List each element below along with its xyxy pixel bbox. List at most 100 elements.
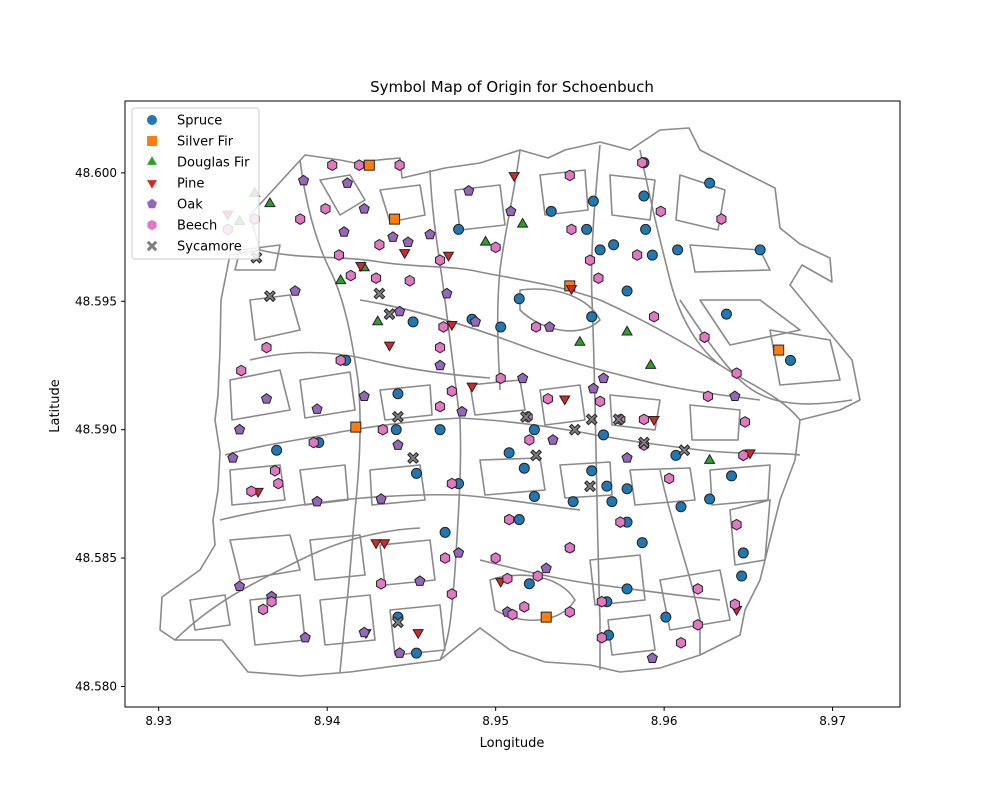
parcel xyxy=(609,174,656,221)
data-point-beech xyxy=(446,477,457,490)
data-point-silver-fir xyxy=(363,159,375,171)
data-point-oak xyxy=(338,226,350,237)
data-point-oak xyxy=(540,562,552,574)
data-point-oak xyxy=(402,236,414,247)
parcel xyxy=(689,404,741,441)
district-boundaries xyxy=(159,127,861,677)
data-point-beech xyxy=(308,436,319,449)
data-point-oak xyxy=(434,359,446,371)
legend-marker-oak xyxy=(147,198,157,209)
data-point-beech xyxy=(638,413,649,426)
boundary-outer xyxy=(159,127,861,677)
data-point-sycamore xyxy=(373,287,386,300)
data-point-spruce xyxy=(528,424,540,436)
data-point-spruce xyxy=(621,483,633,495)
data-point-oak xyxy=(587,382,599,394)
data-point-oak xyxy=(392,439,404,450)
y-tick-label: 48.600 xyxy=(75,166,117,180)
data-point-beech xyxy=(648,310,660,323)
data-point-beech xyxy=(273,477,284,490)
data-point-pine xyxy=(558,395,571,406)
parcel xyxy=(234,244,281,271)
data-point-spruce xyxy=(636,537,648,549)
data-point-sycamore xyxy=(584,480,596,493)
data-point-spruce xyxy=(453,223,465,235)
data-point-beech xyxy=(738,449,749,462)
legend-label-beech: Beech xyxy=(177,219,217,234)
data-point-beech xyxy=(564,169,575,182)
data-point-pine xyxy=(412,629,424,640)
x-tick-label: 8.94 xyxy=(314,714,341,728)
data-point-silver-fir xyxy=(350,421,362,433)
data-point-beech xyxy=(542,393,553,405)
data-point-beech xyxy=(435,400,446,413)
data-point-spruce xyxy=(621,583,633,595)
data-point-beech xyxy=(593,272,604,285)
data-point-oak xyxy=(375,493,387,504)
data-point-spruce xyxy=(720,308,732,320)
legend-marker-sycamore xyxy=(146,240,158,252)
parcel xyxy=(539,384,586,426)
x-axis-label: Longitude xyxy=(480,736,545,751)
data-point-douglas-fir xyxy=(334,274,347,285)
data-point-beech xyxy=(564,606,575,618)
data-point-pine xyxy=(442,251,455,262)
data-point-pine xyxy=(446,321,458,332)
data-point-spruce xyxy=(545,205,557,217)
data-point-sycamore xyxy=(263,290,276,303)
x-tick-label: 8.96 xyxy=(651,714,678,728)
parcel xyxy=(699,299,801,346)
data-point-sycamore xyxy=(391,616,404,629)
data-point-beech xyxy=(394,159,405,172)
parcel xyxy=(607,614,656,656)
data-point-sycamore xyxy=(391,410,404,423)
legend-label-pine: Pine xyxy=(177,177,204,192)
data-point-spruce xyxy=(586,465,598,477)
road xyxy=(174,527,421,641)
legend-label-silver-fir: Silver Fir xyxy=(177,135,234,150)
data-point-beech xyxy=(675,636,687,649)
road xyxy=(359,299,761,401)
data-point-beech xyxy=(519,601,530,613)
data-point-beech xyxy=(584,254,596,267)
data-point-oak xyxy=(463,185,475,196)
data-point-beech xyxy=(564,541,575,554)
data-point-beech xyxy=(664,472,675,485)
data-point-pine xyxy=(466,382,478,393)
data-point-beech xyxy=(716,213,727,225)
data-point-beech xyxy=(490,241,501,254)
data-point-pine xyxy=(565,285,578,296)
parcel xyxy=(559,461,613,499)
data-point-beech xyxy=(246,485,257,498)
road xyxy=(249,351,491,379)
data-point-oak xyxy=(387,231,399,242)
data-point-pine xyxy=(378,539,391,550)
data-point-sycamore xyxy=(678,444,691,457)
data-point-oak xyxy=(299,631,311,643)
data-point-oak xyxy=(394,305,406,317)
data-point-spruce xyxy=(737,547,749,559)
data-point-beech xyxy=(566,223,577,236)
data-point-oak xyxy=(233,423,246,435)
data-point-beech xyxy=(702,390,713,403)
parcel xyxy=(249,294,301,341)
data-point-oak xyxy=(358,202,370,214)
data-point-oak xyxy=(646,652,658,663)
parcel xyxy=(229,369,291,421)
data-point-oak xyxy=(543,321,556,332)
data-point-oak xyxy=(298,174,310,186)
data-point-beech xyxy=(731,518,742,531)
data-point-beech xyxy=(266,595,277,608)
data-point-beech xyxy=(504,513,515,526)
data-point-sycamore xyxy=(585,413,598,426)
data-point-beech xyxy=(532,570,543,582)
data-point-oak xyxy=(517,372,529,384)
data-point-oak xyxy=(289,285,301,296)
data-point-spruce xyxy=(606,496,618,508)
data-point-oak xyxy=(547,434,559,445)
chart-title: Symbol Map of Origin for Schoenbuch xyxy=(370,78,654,96)
data-point-beech xyxy=(376,577,387,590)
data-point-sycamore xyxy=(637,436,650,449)
data-point-beech xyxy=(435,341,446,354)
legend-marker-douglas-fir xyxy=(147,156,157,165)
